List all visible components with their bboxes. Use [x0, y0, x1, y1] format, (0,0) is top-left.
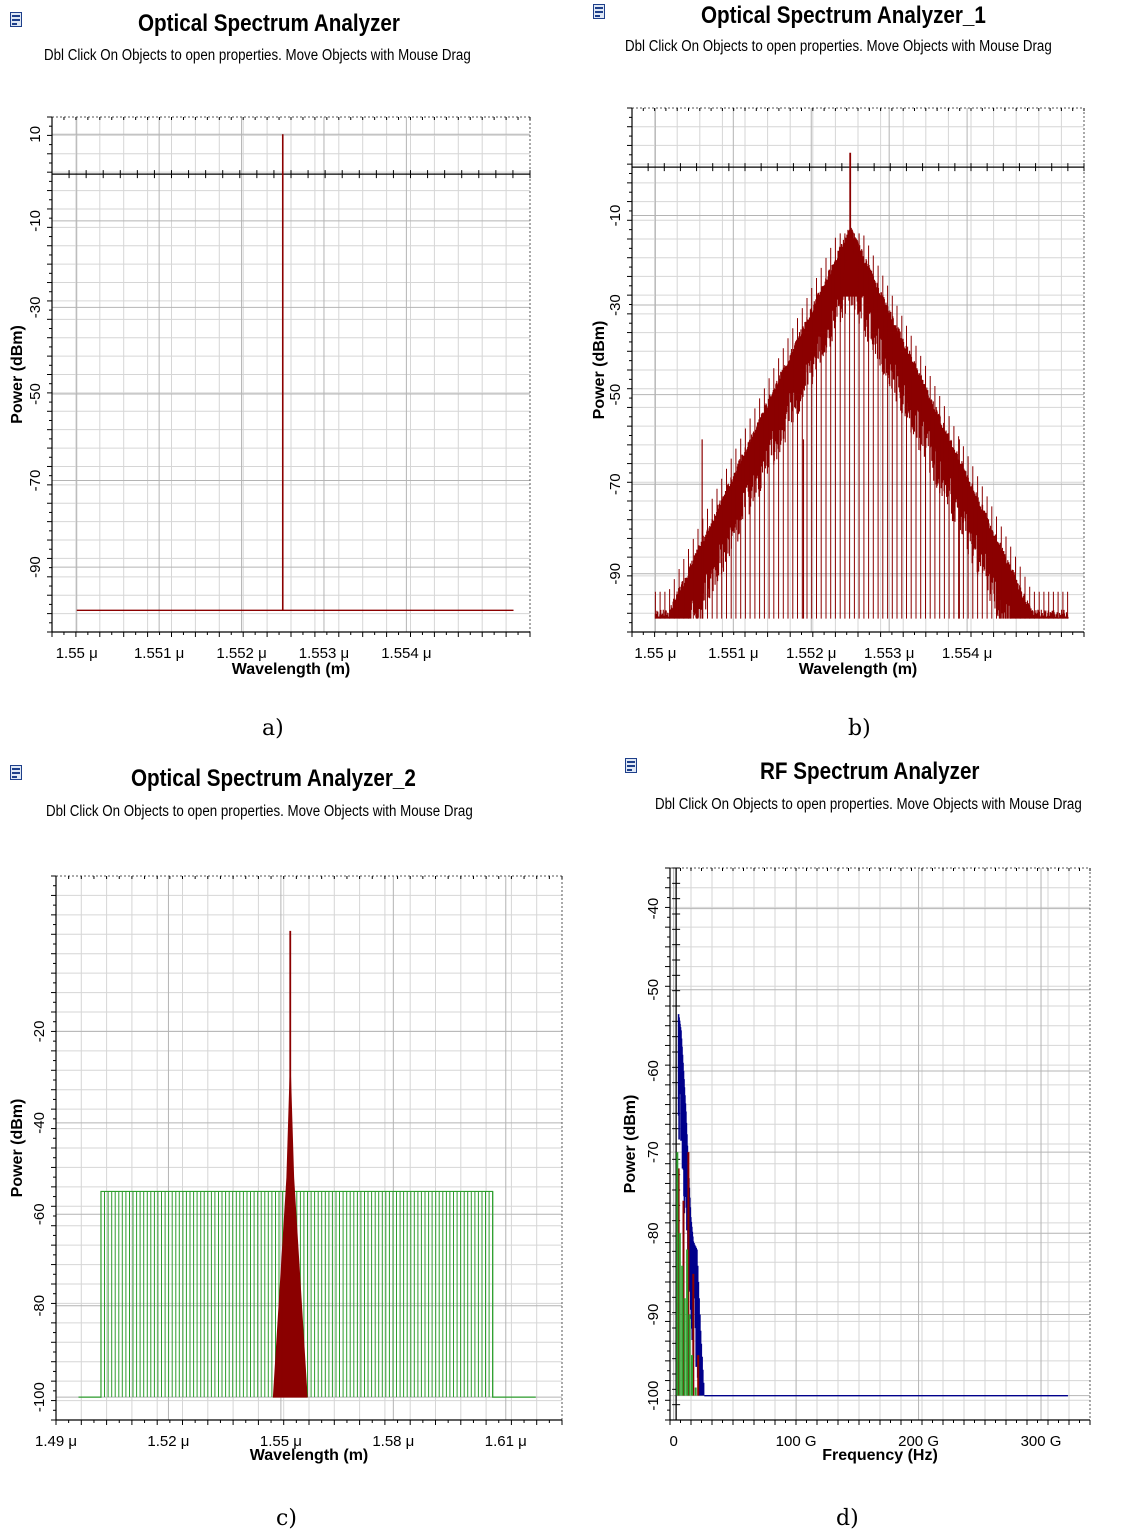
- spectrum-rf-noise: [676, 1152, 697, 1396]
- x-tick-label: 1.58 μ: [372, 1433, 414, 1450]
- document-icon[interactable]: [10, 765, 22, 780]
- document-icon[interactable]: [593, 4, 605, 19]
- x-axis-label: Frequency (Hz): [822, 1447, 938, 1464]
- panel-title: RF Spectrum Analyzer: [760, 758, 980, 785]
- x-tick-label: 1.61 μ: [485, 1433, 527, 1450]
- x-tick-label: 1.55 μ: [56, 645, 98, 662]
- y-tick-label: -20: [31, 1021, 48, 1043]
- document-icon[interactable]: [10, 12, 22, 27]
- x-tick-label: 1.553 μ: [299, 645, 349, 662]
- x-tick-label: 300 G: [1021, 1433, 1062, 1450]
- panel-title: Optical Spectrum Analyzer: [138, 10, 400, 37]
- x-tick-label: 1.551 μ: [134, 645, 184, 662]
- x-tick-label: 1.554 μ: [381, 645, 431, 662]
- x-tick-label: 1.552 μ: [216, 645, 266, 662]
- spectrum-comb-lines: [100, 1191, 494, 1398]
- x-tick-label: 1.553 μ: [864, 645, 914, 662]
- y-tick-label: -50: [607, 384, 624, 406]
- x-tick-label: 1.49 μ: [35, 1433, 77, 1450]
- figure-caption: d): [836, 1506, 859, 1531]
- y-tick-label: -80: [31, 1295, 48, 1317]
- y-tick-label: -60: [645, 1060, 662, 1082]
- x-tick-label: 1.55 μ: [634, 645, 676, 662]
- y-tick-label: -100: [645, 1381, 662, 1411]
- panel-b: Optical Spectrum Analyzer_1 Dbl Click On…: [580, 0, 1138, 760]
- x-tick-label: 1.52 μ: [147, 1433, 189, 1450]
- figure-caption: a): [262, 716, 284, 741]
- y-tick-label: -30: [607, 294, 624, 316]
- y-tick-label: -60: [31, 1203, 48, 1225]
- x-axis-label: Wavelength (m): [232, 661, 351, 678]
- figure-caption: b): [848, 716, 871, 741]
- figure-caption: c): [276, 1506, 297, 1531]
- x-tick-label: 1.554 μ: [942, 645, 992, 662]
- x-tick-label: 200 G: [898, 1433, 939, 1450]
- y-axis-label: Power (dBm): [591, 321, 608, 420]
- y-tick-label: -70: [27, 470, 44, 492]
- y-tick-label: -100: [31, 1382, 48, 1412]
- y-tick-label: -80: [645, 1222, 662, 1244]
- panel-subtitle: Dbl Click On Objects to open properties.…: [44, 47, 471, 64]
- y-axis-label: Power (dBm): [9, 1099, 26, 1198]
- y-tick-label: -90: [607, 563, 624, 585]
- spectrum-comb-lines: [654, 233, 1069, 619]
- x-tick-label: 1.551 μ: [708, 645, 758, 662]
- spectrum-rf-noise: [677, 1152, 700, 1396]
- y-tick-label: -50: [27, 383, 44, 405]
- spectrum-chart[interactable]: 1.49 μ 1.52 μ 1.55 μ 1.58 μ 1.61 μ -20 -40 -60 -…: [0, 752, 620, 1492]
- y-tick-label: -30: [27, 297, 44, 319]
- x-tick-label: 100 G: [776, 1433, 817, 1450]
- spectrum-peak-body: [840, 233, 861, 297]
- y-tick-label: -10: [607, 205, 624, 227]
- panel-subtitle: Dbl Click On Objects to open properties.…: [655, 796, 1082, 813]
- y-tick-label: -10: [27, 210, 44, 232]
- panel-a: Optical Spectrum Analyzer Dbl Click On O…: [0, 0, 590, 760]
- y-tick-label: -40: [31, 1112, 48, 1134]
- y-tick-label: -50: [645, 979, 662, 1001]
- panel-c: Optical Spectrum Analyzer_2 Dbl Click On…: [0, 752, 620, 1534]
- y-tick-label: -70: [645, 1141, 662, 1163]
- spectrum-chart[interactable]: 1.55 μ 1.551 μ 1.552 μ 1.553 μ 1.554 μ -10 -30…: [580, 0, 1138, 700]
- panel-subtitle: Dbl Click On Objects to open properties.…: [46, 803, 473, 820]
- x-tick-label: 1.552 μ: [786, 645, 836, 662]
- x-axis-label: Wavelength (m): [250, 1447, 369, 1464]
- y-axis-label: Power (dBm): [9, 325, 26, 424]
- document-icon[interactable]: [625, 758, 637, 773]
- y-tick-label: -90: [27, 556, 44, 578]
- x-axis-label: Wavelength (m): [799, 661, 918, 678]
- panel-subtitle: Dbl Click On Objects to open properties.…: [625, 38, 1052, 55]
- spectrum-chart[interactable]: 0 100 G 200 G 300 G -40 -50 -60 -70 -80 -90 -100 Fr…: [610, 752, 1138, 1492]
- y-tick-label: -90: [645, 1304, 662, 1326]
- y-tick-label: -70: [607, 473, 624, 495]
- panel-d: RF Spectrum Analyzer Dbl Click On Object…: [610, 752, 1138, 1534]
- panel-title: Optical Spectrum Analyzer_2: [131, 765, 416, 792]
- y-tick-label: 10: [27, 126, 44, 143]
- y-tick-label: -40: [645, 898, 662, 920]
- panel-title: Optical Spectrum Analyzer_1: [701, 2, 986, 29]
- x-tick-label: 0: [670, 1433, 678, 1450]
- y-axis-label: Power (dBm): [622, 1095, 639, 1194]
- spectrum-chart[interactable]: 1.55 μ 1.551 μ 1.552 μ 1.553 μ 1.554 μ 10 -10 -…: [0, 0, 590, 700]
- x-tick-label: 1.55 μ: [260, 1433, 302, 1450]
